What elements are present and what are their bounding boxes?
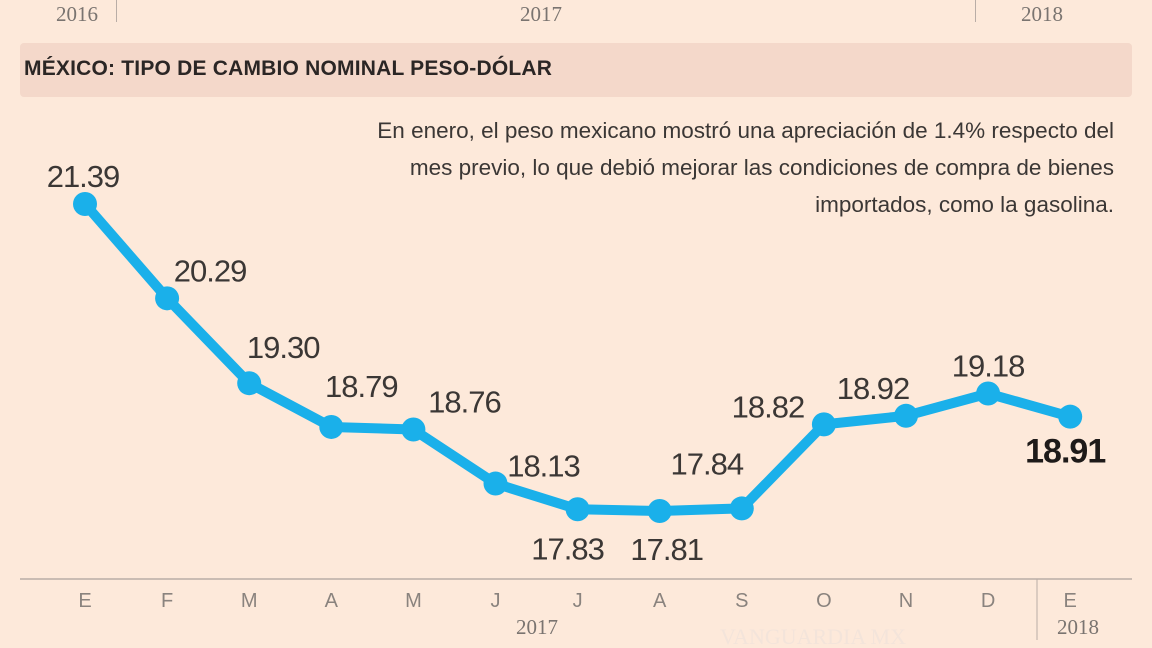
year-2017-label: 2017 xyxy=(520,2,562,26)
data-label: 18.13 xyxy=(507,449,580,484)
data-label: 18.91 xyxy=(1025,433,1105,471)
x-tick-label: E xyxy=(78,590,91,612)
year-2016-label: 2016 xyxy=(56,2,98,26)
title-band xyxy=(20,43,1132,97)
data-point xyxy=(811,412,836,437)
year-divider xyxy=(975,0,976,22)
data-label: 19.18 xyxy=(952,349,1025,384)
data-point xyxy=(729,496,754,521)
x-tick-label: J xyxy=(491,590,501,612)
watermark: VANGUARDIA MX xyxy=(720,624,906,648)
data-label: 17.81 xyxy=(630,532,703,567)
x-tick-label: N xyxy=(899,590,913,612)
data-label: 18.92 xyxy=(837,371,910,406)
x-tick-label: A xyxy=(325,590,339,612)
data-point xyxy=(565,497,590,522)
chart-note: En enero, el peso mexicano mostró una ap… xyxy=(377,118,1114,217)
chart-title: MÉXICO: TIPO DE CAMBIO NOMINAL PESO-DÓLA… xyxy=(24,57,553,80)
data-point xyxy=(894,403,918,428)
data-label: 18.76 xyxy=(428,385,501,420)
x-tick-label: J xyxy=(573,590,583,612)
x-year-2018: 2018 xyxy=(1057,615,1099,639)
data-point xyxy=(976,381,1001,406)
year-2018-label: 2018 xyxy=(1021,2,1063,26)
x-tick-label: D xyxy=(981,590,995,612)
data-label: 18.79 xyxy=(325,369,398,404)
data-label: 19.30 xyxy=(247,330,320,365)
x-tick-label: A xyxy=(653,590,667,612)
x-tick-label: O xyxy=(816,590,832,612)
data-point xyxy=(319,414,344,439)
data-point xyxy=(647,498,672,523)
data-point xyxy=(1058,404,1083,429)
x-tick-label: M xyxy=(241,590,258,612)
data-label: 21.39 xyxy=(47,159,120,194)
data-label: 20.29 xyxy=(174,253,247,288)
data-label: 17.83 xyxy=(531,531,604,566)
data-point xyxy=(73,192,97,216)
x-tick-label: S xyxy=(735,590,748,612)
x-tick-label: M xyxy=(405,590,422,612)
data-point xyxy=(155,286,180,311)
data-point xyxy=(483,471,508,496)
x-tick-label: E xyxy=(1064,590,1077,612)
x-year-2017: 2017 xyxy=(516,615,558,639)
data-label: 18.82 xyxy=(732,389,805,424)
data-label: 17.84 xyxy=(671,446,744,481)
year-divider xyxy=(116,0,117,22)
data-point xyxy=(237,371,262,396)
data-point xyxy=(401,417,426,442)
x-tick-label: F xyxy=(161,590,173,612)
